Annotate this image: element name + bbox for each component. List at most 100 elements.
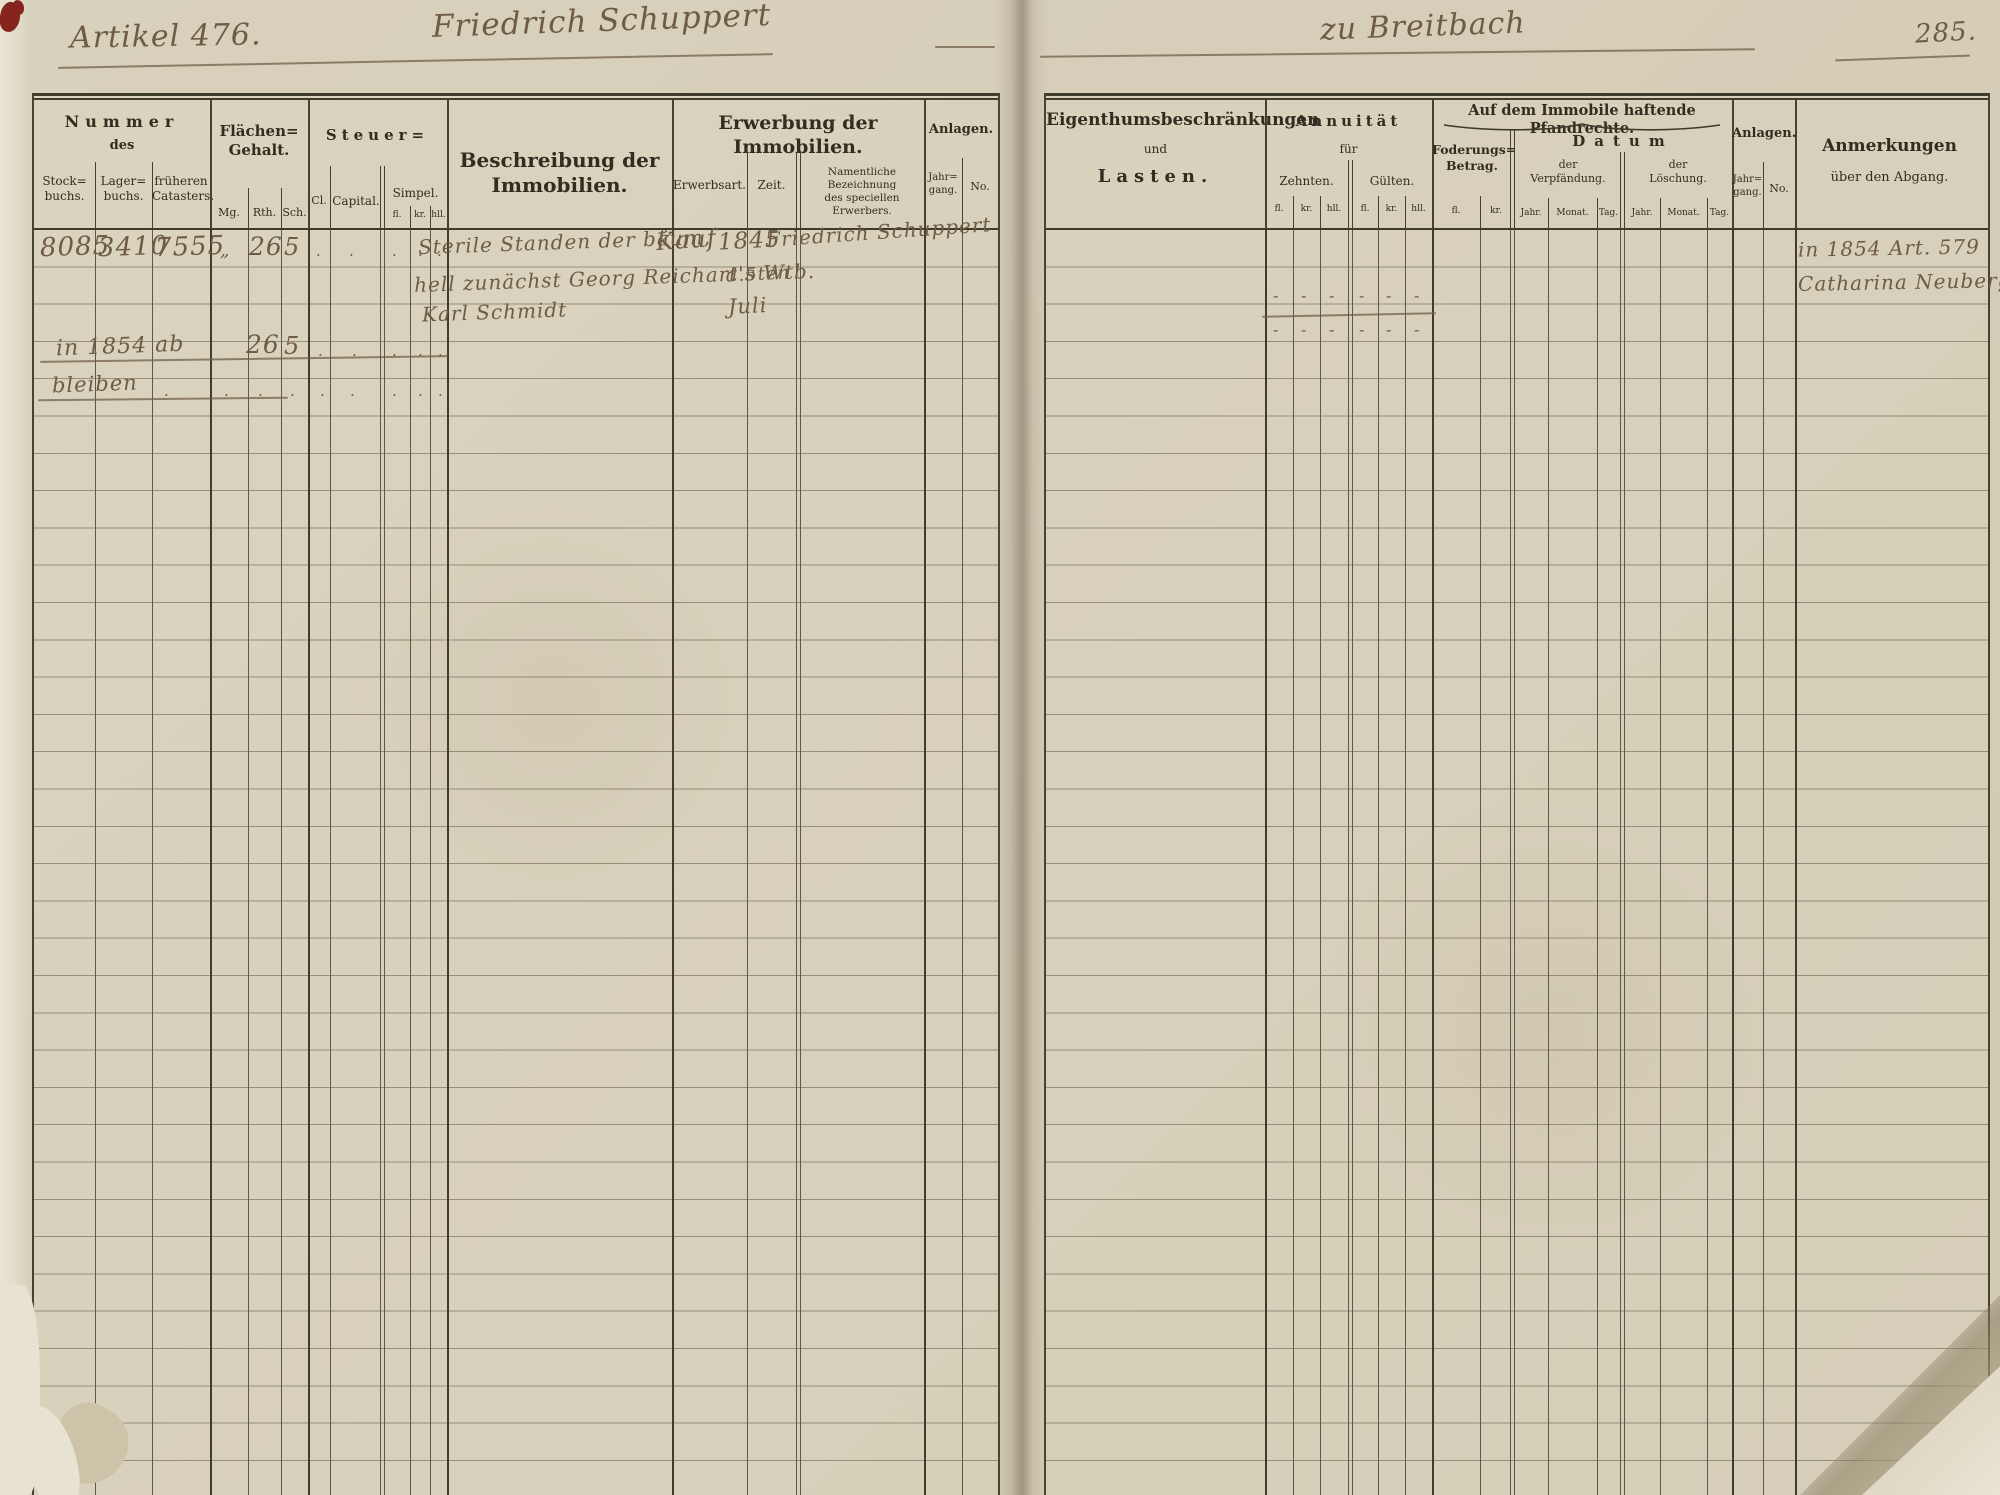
entry-zeit-monat: Juli <box>727 292 768 320</box>
header-divider <box>1763 162 1764 228</box>
header-divider <box>430 206 431 228</box>
col-header-hll2: hll. <box>1411 204 1426 214</box>
entry-sch: 5 <box>284 233 301 261</box>
header-divider <box>1597 198 1598 228</box>
dash-mark: - <box>1414 286 1421 305</box>
heading-dash <box>935 46 995 48</box>
col-header-jahrgang: Jahr= gang. <box>928 172 958 196</box>
col-group-anlagen: Anlagen. <box>928 122 994 137</box>
header-divider <box>410 206 411 228</box>
col-header-fl2: fl. <box>1360 204 1370 214</box>
dash-mark: - <box>1301 320 1308 339</box>
header-divider <box>1378 196 1379 228</box>
col-group-nummer: Nummer <box>64 112 180 131</box>
col-header-hll: hll. <box>1326 204 1342 214</box>
header-divider <box>962 158 963 228</box>
place-name: zu Breitbach <box>1319 5 1527 48</box>
col-header-simpel: Simpel. <box>392 186 439 200</box>
col-header-jahrgang: Jahr= gang. <box>1732 174 1763 198</box>
dash-mark: - <box>1273 286 1280 305</box>
col-header-tag2: Tag. <box>1709 208 1730 218</box>
col-header-foderung: Foderungs= Betrag. <box>1432 142 1517 173</box>
dot-mark: · <box>392 246 398 264</box>
col-header-kr: kr. <box>1300 204 1313 214</box>
dash-mark: - <box>1414 320 1421 339</box>
col-group-erwerbung: Erwerbung der Immobilien. <box>718 112 878 158</box>
entry-rth: 26 <box>249 232 283 261</box>
hand-rule <box>1262 312 1436 318</box>
header-divider <box>281 188 282 228</box>
col-header-fl: fl. <box>392 210 402 220</box>
dash-mark: - <box>1386 320 1393 339</box>
col-header-anmerkungen: Anmerkungen <box>1822 136 1957 156</box>
entry-sch-2: 5 <box>284 332 301 360</box>
dot-mark: · <box>418 246 424 264</box>
header-divider <box>1320 196 1321 228</box>
dot-mark: · <box>352 346 358 364</box>
article-number: Artikel 476. <box>69 17 262 56</box>
col-header-mg: Mg. <box>218 206 240 219</box>
col-group-pfandrechte: Auf dem Immobile haftende Pfandrechte. <box>1468 102 1696 138</box>
dash-mark: - <box>1273 320 1280 339</box>
col-header-eigenthum: Eigenthumsbeschränkungen <box>1046 110 1320 130</box>
dash-mark: - <box>1359 286 1366 305</box>
col-header-fuer: für <box>1339 142 1358 156</box>
header-divider <box>248 188 249 228</box>
header-divider <box>1293 196 1294 228</box>
dot-mark: · <box>224 386 230 404</box>
col-header-zehnten: Zehnten. <box>1279 174 1334 188</box>
dot-mark: · <box>418 386 424 404</box>
right-table-body: - - - - - - - - - - - - in 1854 Art. 579… <box>1046 228 2000 1495</box>
col-header-loeschung: der Löschung. <box>1649 158 1707 185</box>
col-header-beschreibung: Beschreibung der Immobilien. <box>459 148 660 197</box>
header-divider <box>1660 198 1661 228</box>
col-header-jahr2: Jahr. <box>1631 208 1653 218</box>
entry-mg-ditto: „ <box>220 240 231 261</box>
col-header-erwerbsart: Erwerbsart. <box>673 178 746 192</box>
header-divider <box>1548 198 1549 228</box>
header-divider <box>1620 152 1621 228</box>
entry-zeit-tag: d.5ten <box>725 262 791 287</box>
col-header-abgang: über den Abgang. <box>1830 170 1949 185</box>
header-divider <box>1707 198 1708 228</box>
dot-mark: · <box>438 386 444 404</box>
col-header-kr: kr. <box>414 210 426 220</box>
col-header-namentlich: Namentliche Bezeichnung des speciellen E… <box>824 166 900 218</box>
col-header-sch: Sch. <box>282 206 307 219</box>
col-header-monat: Monat. <box>1556 208 1589 218</box>
right-table-header: Eigenthumsbeschränkungen und Lasten. Ann… <box>1046 100 1988 228</box>
col-header-fb-kr: kr. <box>1490 206 1502 216</box>
dot-mark: · <box>418 348 424 363</box>
dot-mark: · <box>316 246 322 264</box>
heading-rule <box>58 53 773 69</box>
header-divider <box>796 152 797 228</box>
table-top-rule <box>1046 98 1988 100</box>
dot-mark: · <box>392 348 398 363</box>
entry-rth-2: 26 <box>246 330 280 359</box>
dot-mark: · <box>318 346 324 364</box>
entry-cataster: 7555 <box>154 230 226 264</box>
right-ledger-table: Eigenthumsbeschränkungen und Lasten. Ann… <box>1044 93 2000 1495</box>
owner-name: Friedrich Schuppert <box>431 0 772 45</box>
heading-rule <box>1040 48 1755 58</box>
entry-anmerkung-line1: in 1854 Art. 579 <box>1797 234 1981 262</box>
col-header-no: No. <box>970 180 990 193</box>
header-divider <box>924 100 926 228</box>
dot-mark: · <box>290 386 296 404</box>
entry-anmerkung-line2: Catharina Neuberg <box>1797 268 2000 296</box>
header-divider <box>308 100 310 228</box>
left-table-body: 8085 3410 7555 „ 26 5 · · · · · Sterile … <box>34 212 998 1495</box>
header-divider <box>1348 160 1349 228</box>
entry-erwerbsart: Kauf <box>655 223 718 257</box>
col-header-jahr: Jahr. <box>1520 208 1542 218</box>
header-divider <box>384 166 385 228</box>
header-divider <box>1732 100 1734 228</box>
left-ledger-table: Nummer des Stock= buchs. Lager= buchs. f… <box>32 93 1000 1495</box>
col-header-tag: Tag. <box>1598 208 1619 218</box>
col-header-verpfaendung: der Verpfändung. <box>1530 158 1606 185</box>
header-divider <box>380 166 381 228</box>
dot-mark: · <box>350 386 356 404</box>
torn-left-edge <box>0 0 32 1495</box>
dot-mark: · <box>437 246 443 264</box>
